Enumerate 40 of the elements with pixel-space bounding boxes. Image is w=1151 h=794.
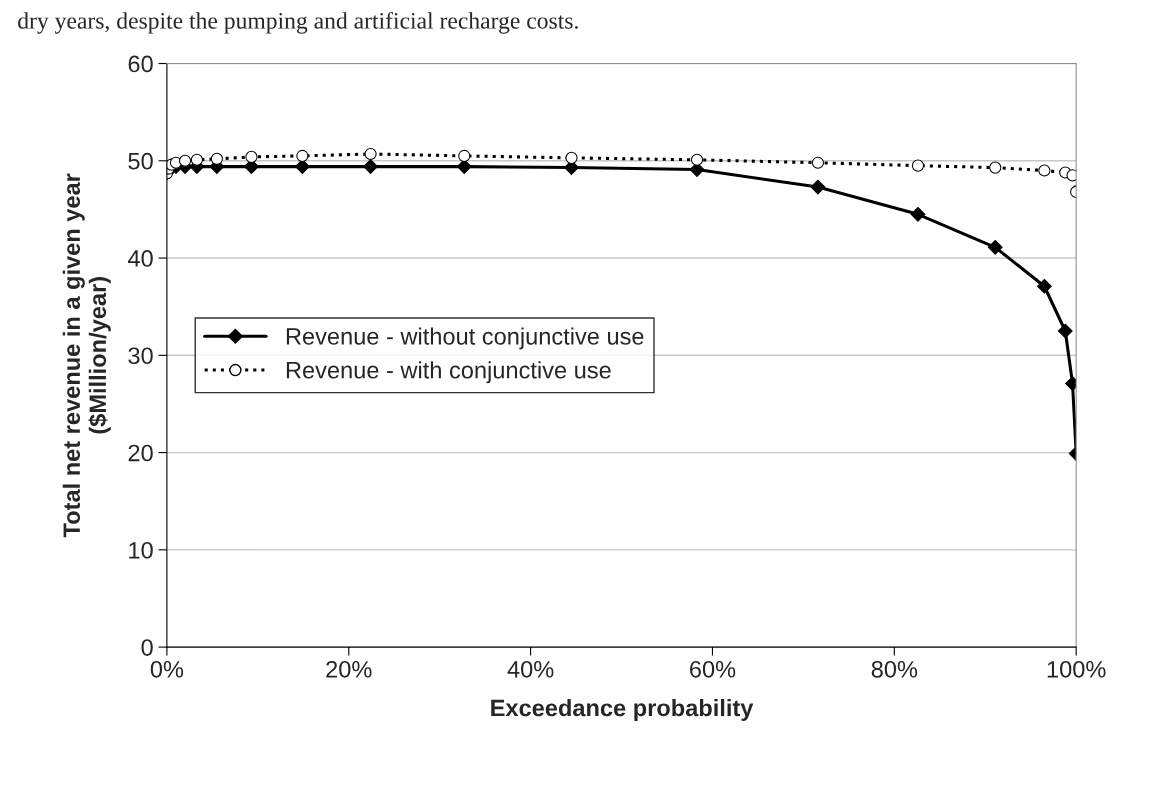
point [911,159,925,172]
y-tick-label: 30 [128,347,153,365]
point [363,159,378,175]
x-tick-label: 100% [1047,660,1106,678]
legend-label: Revenue - with conjunctive use [286,361,611,384]
y-axis-title: Total net revenue in a given year ($Million/year) [62,173,111,538]
point [1036,278,1052,294]
x-axis-title: Exceedance probability [491,698,754,721]
point [910,206,926,222]
x-tick-label: 80% [871,660,918,678]
point [190,153,203,166]
point [810,179,826,195]
point [296,149,309,162]
point [565,151,578,164]
point [458,149,471,162]
point [294,159,310,175]
y-tick-label: 20 [128,444,153,462]
x-tick-label: 20% [326,660,372,678]
point [1038,164,1051,177]
point [245,150,258,163]
point [1057,323,1073,339]
x-tick-label: 60% [690,660,736,678]
text: dry years, despite the pumping and artificial recharge costs. [18,11,578,34]
y-tick-label: 40 [127,250,153,267]
point [989,161,1002,174]
point [1066,169,1077,182]
y-tick-label: 60 [128,55,153,73]
y-tick-label: 10 [129,541,153,559]
y-tick-label: 0 [141,639,153,656]
point [179,154,192,167]
point [364,147,377,161]
point [210,152,223,165]
point [811,156,825,169]
y-tick-label: 50 [128,152,153,170]
x-tick-label: 40% [507,660,554,678]
point [987,239,1003,255]
point [456,159,472,175]
legend-label: Revenue - without conjunctive use [286,327,644,350]
x-tick-label: 0% [150,660,184,678]
point [690,153,704,166]
